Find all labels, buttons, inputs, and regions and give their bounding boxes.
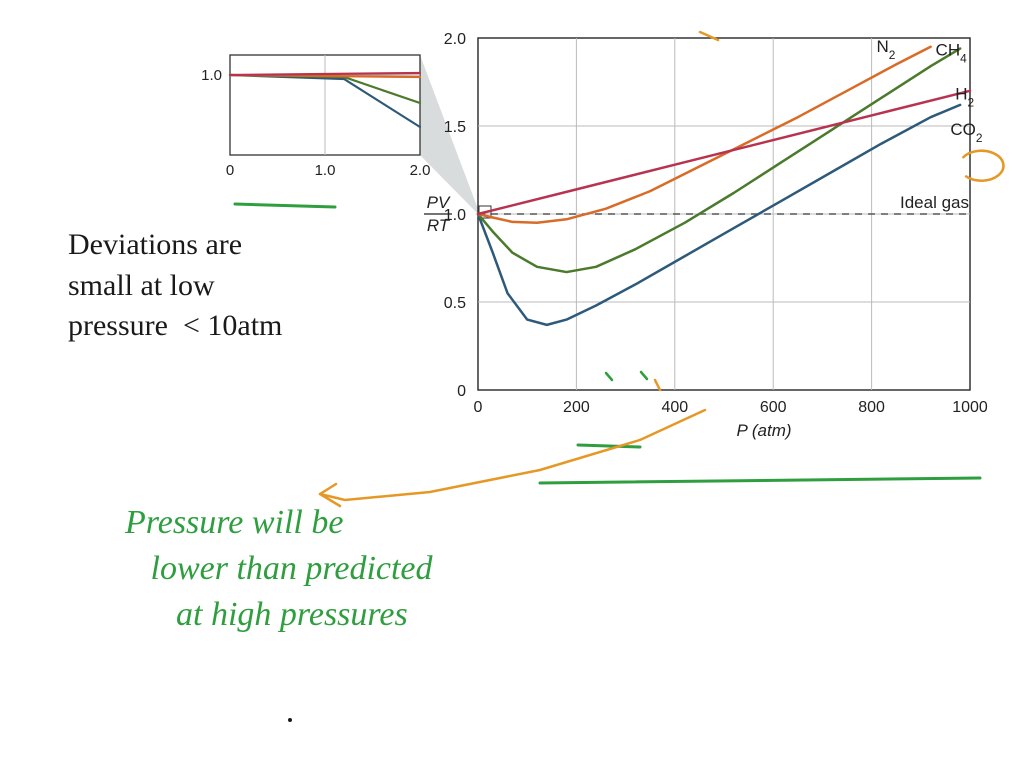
- note-deviations: Deviations are small at low pressure < 1…: [68, 225, 282, 347]
- annotation-strokes: [0, 0, 1024, 768]
- note-pressure-lower: Pressure will be lower than predicted at…: [125, 500, 433, 638]
